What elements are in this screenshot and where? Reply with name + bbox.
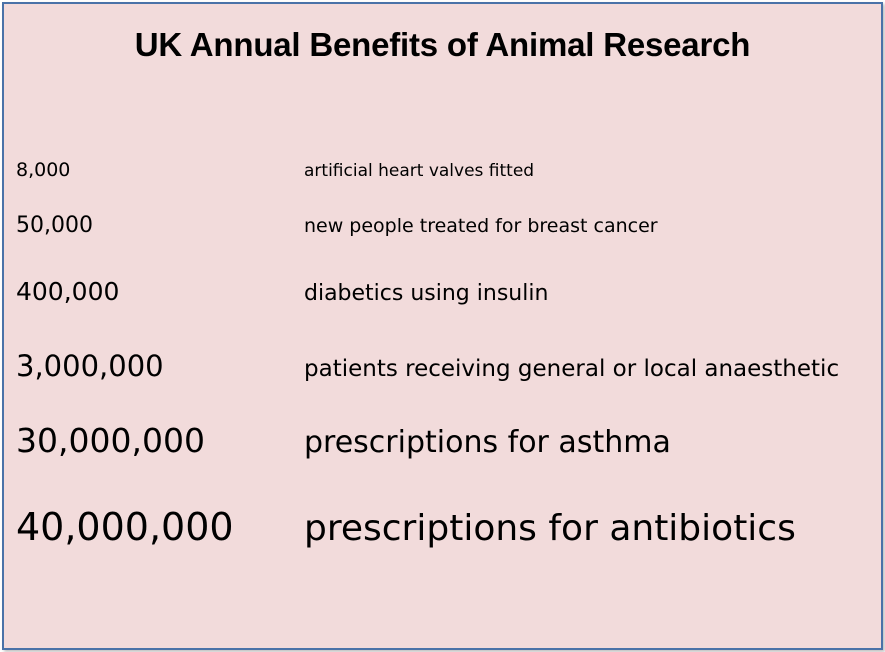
benefit-description: diabetics using insulin bbox=[304, 281, 549, 306]
benefit-description: patients receiving general or local anae… bbox=[304, 356, 840, 382]
benefit-number: 30,000,000 bbox=[16, 421, 205, 460]
benefit-description: artificial heart valves fitted bbox=[304, 161, 535, 181]
benefit-number: 400,000 bbox=[16, 277, 120, 306]
benefit-number: 40,000,000 bbox=[16, 505, 234, 549]
benefit-description: prescriptions for asthma bbox=[304, 425, 671, 460]
benefit-row: 50,000 new people treated for breast can… bbox=[16, 213, 881, 238]
benefit-number: 3,000,000 bbox=[16, 349, 164, 383]
benefit-row: 8,000 artificial heart valves fitted bbox=[16, 159, 881, 181]
benefit-row: 3,000,000 patients receiving general or … bbox=[16, 349, 881, 383]
benefit-description: new people treated for breast cancer bbox=[304, 215, 658, 237]
benefit-row: 400,000 diabetics using insulin bbox=[16, 277, 881, 306]
benefit-number: 50,000 bbox=[16, 213, 93, 238]
benefit-row: 40,000,000 prescriptions for antibiotics bbox=[16, 505, 881, 549]
benefit-row: 30,000,000 prescriptions for asthma bbox=[16, 421, 881, 460]
benefit-description: prescriptions for antibiotics bbox=[304, 508, 796, 549]
slide-title: UK Annual Benefits of Animal Research bbox=[134, 26, 751, 63]
benefit-number: 8,000 bbox=[16, 159, 71, 181]
